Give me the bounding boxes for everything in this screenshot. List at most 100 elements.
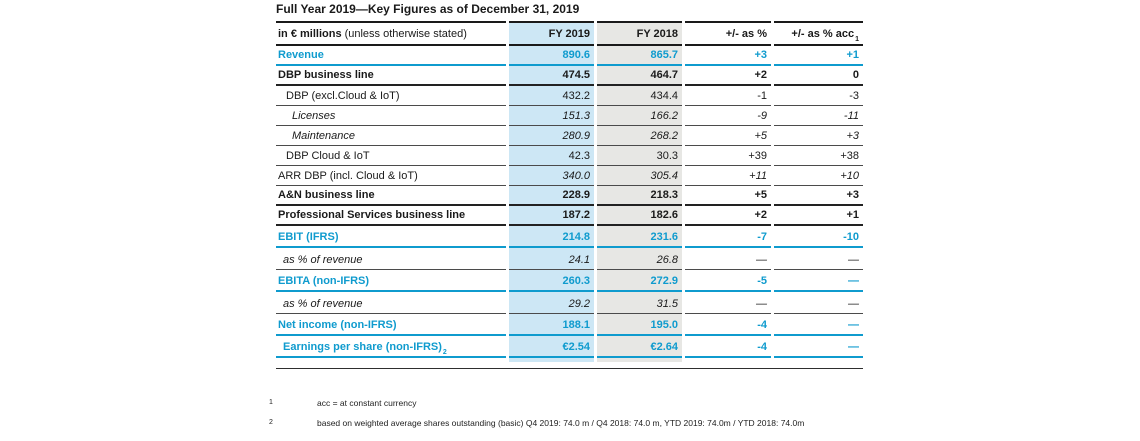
cell-acc-change: — [774, 270, 863, 292]
cell-pct-change: -9 [685, 106, 771, 126]
footnote-1: 1 acc = at constant currency [269, 398, 804, 418]
cell-acc-change: +38 [774, 146, 863, 166]
footnote-2-text: based on weighted average shares outstan… [317, 418, 805, 428]
cell-fy2019: 340.0 [509, 166, 594, 186]
table-row: DBP business line 474.5 464.7 +2 0 [276, 66, 863, 86]
table-row: Licenses 151.3 166.2 -9 -11 [276, 106, 863, 126]
cell-acc-change: +3 [774, 186, 863, 206]
table-row: EBITA (non-IFRS) 260.3 272.9 -5— [276, 270, 863, 292]
key-figures-table: in € millions (unless otherwise stated) F… [276, 21, 863, 362]
footnotes: 1 acc = at constant currency 2 based on … [269, 398, 804, 438]
row-label: DBP business line [276, 66, 506, 86]
table-footer-spacer [276, 358, 863, 362]
cell-pct-change: +5 [685, 126, 771, 146]
cell-acc-change: +10 [774, 166, 863, 186]
cell-acc-change: 0 [774, 66, 863, 86]
cell-acc-change: +1 [774, 46, 863, 66]
row-label: EBIT (IFRS) [276, 226, 506, 248]
cell-fy2019: 280.9 [509, 126, 594, 146]
cell-pct-change: +2 [685, 206, 771, 226]
cell-fy2018: 434.4 [597, 86, 682, 106]
cell-acc-change: -3 [774, 86, 863, 106]
spacer-cell [774, 358, 863, 362]
cell-acc-change: +1 [774, 206, 863, 226]
cell-fy2019: 228.9 [509, 186, 594, 206]
table-row: ARR DBP (incl. Cloud & IoT) 340.0 305.4 +11… [276, 166, 863, 186]
cell-fy2019: 42.3 [509, 146, 594, 166]
cell-fy2018: €2.64 [597, 336, 682, 358]
cell-acc-change: -10 [774, 226, 863, 248]
footnote-1-text: acc = at constant currency [317, 398, 417, 408]
header-col-acc-change-label: +/- as % acc [791, 28, 855, 40]
cell-fy2019: 188.1 [509, 314, 594, 336]
table-title: Full Year 2019—Key Figures as of Decembe… [276, 2, 580, 16]
cell-acc-change: — [774, 336, 863, 358]
header-col-fy2018: FY 2018 [597, 21, 682, 46]
table-header-row: in € millions (unless otherwise stated) F… [276, 21, 863, 46]
header-col-acc-change: +/- as % acc 1 [774, 21, 863, 46]
row-label-text: Maintenance [292, 130, 355, 142]
cell-acc-change: — [774, 292, 863, 314]
table-row: Professional Services business line 187.2… [276, 206, 863, 226]
cell-acc-change: -11 [774, 106, 863, 126]
cell-acc-change: — [774, 248, 863, 270]
cell-pct-change: -4 [685, 336, 771, 358]
row-label: Revenue [276, 46, 506, 66]
footnote-1-marker: 1 [269, 399, 273, 406]
row-label: as % of revenue [276, 248, 506, 270]
cell-acc-change: — [774, 314, 863, 336]
spacer-cell-fy2018 [597, 358, 682, 362]
cell-fy2019: 24.1 [509, 248, 594, 270]
cell-pct-change: -7 [685, 226, 771, 248]
row-label: ARR DBP (incl. Cloud & IoT) [276, 166, 506, 186]
cell-fy2018: 182.6 [597, 206, 682, 226]
table-row: as % of revenue 24.1 26.8— — [276, 248, 863, 270]
row-label-text: Revenue [278, 49, 324, 61]
cell-pct-change: — [685, 292, 771, 314]
row-label: EBITA (non-IFRS) [276, 270, 506, 292]
row-label-text: A&N business line [278, 189, 375, 201]
cell-pct-change: -1 [685, 86, 771, 106]
cell-fy2018: 30.3 [597, 146, 682, 166]
row-label: Net income (non-IFRS) [276, 314, 506, 336]
cell-fy2019: 214.8 [509, 226, 594, 248]
cell-fy2018: 195.0 [597, 314, 682, 336]
row-label-text: Professional Services business line [278, 209, 466, 221]
table-row: EBIT (IFRS) 214.8 231.6 -7 -10 [276, 226, 863, 248]
cell-pct-change: -4 [685, 314, 771, 336]
cell-pct-change: — [685, 248, 771, 270]
row-label-text: as % of revenue [283, 254, 363, 266]
row-label-text: DBP Cloud & IoT [286, 150, 370, 162]
header-col-fy2019: FY 2019 [509, 21, 594, 46]
footnote-2-marker: 2 [269, 419, 273, 426]
header-unit-label: in € millions (unless otherwise stated) [276, 21, 506, 46]
cell-fy2018: 231.6 [597, 226, 682, 248]
cell-fy2018: 218.3 [597, 186, 682, 206]
cell-fy2019: 187.2 [509, 206, 594, 226]
header-col-pct-change: +/- as % [685, 21, 771, 46]
cell-fy2019: 151.3 [509, 106, 594, 126]
row-label-text: DBP (excl.Cloud & IoT) [286, 90, 400, 102]
table-body: Revenue 890.6 865.7 +3 +1 DBP business line 47… [276, 46, 863, 358]
table-row: Net income (non-IFRS) 188.1 195.0 -4— [276, 314, 863, 336]
cell-acc-change: +3 [774, 126, 863, 146]
cell-fy2019: €2.54 [509, 336, 594, 358]
key-figures-report: Full Year 2019—Key Figures as of Decembe… [276, 3, 863, 369]
table-row: Revenue 890.6 865.7 +3 +1 [276, 46, 863, 66]
cell-pct-change: +39 [685, 146, 771, 166]
cell-fy2018: 268.2 [597, 126, 682, 146]
cell-fy2019: 890.6 [509, 46, 594, 66]
cell-pct-change: +3 [685, 46, 771, 66]
spacer-cell-fy2019 [509, 358, 594, 362]
footnote-2: 2 based on weighted average shares outst… [269, 418, 804, 438]
header-unit-label-note: (unless otherwise stated) [344, 28, 467, 40]
row-label: DBP Cloud & IoT [276, 146, 506, 166]
cell-fy2018: 865.7 [597, 46, 682, 66]
cell-fy2018: 305.4 [597, 166, 682, 186]
row-label-text: DBP business line [278, 69, 374, 81]
cell-fy2018: 26.8 [597, 248, 682, 270]
row-label: DBP (excl.Cloud & IoT) [276, 86, 506, 106]
cell-pct-change: +11 [685, 166, 771, 186]
cell-pct-change: +5 [685, 186, 771, 206]
table-row: Earnings per share (non-IFRS) 2 €2.54 €2.64… [276, 336, 863, 358]
